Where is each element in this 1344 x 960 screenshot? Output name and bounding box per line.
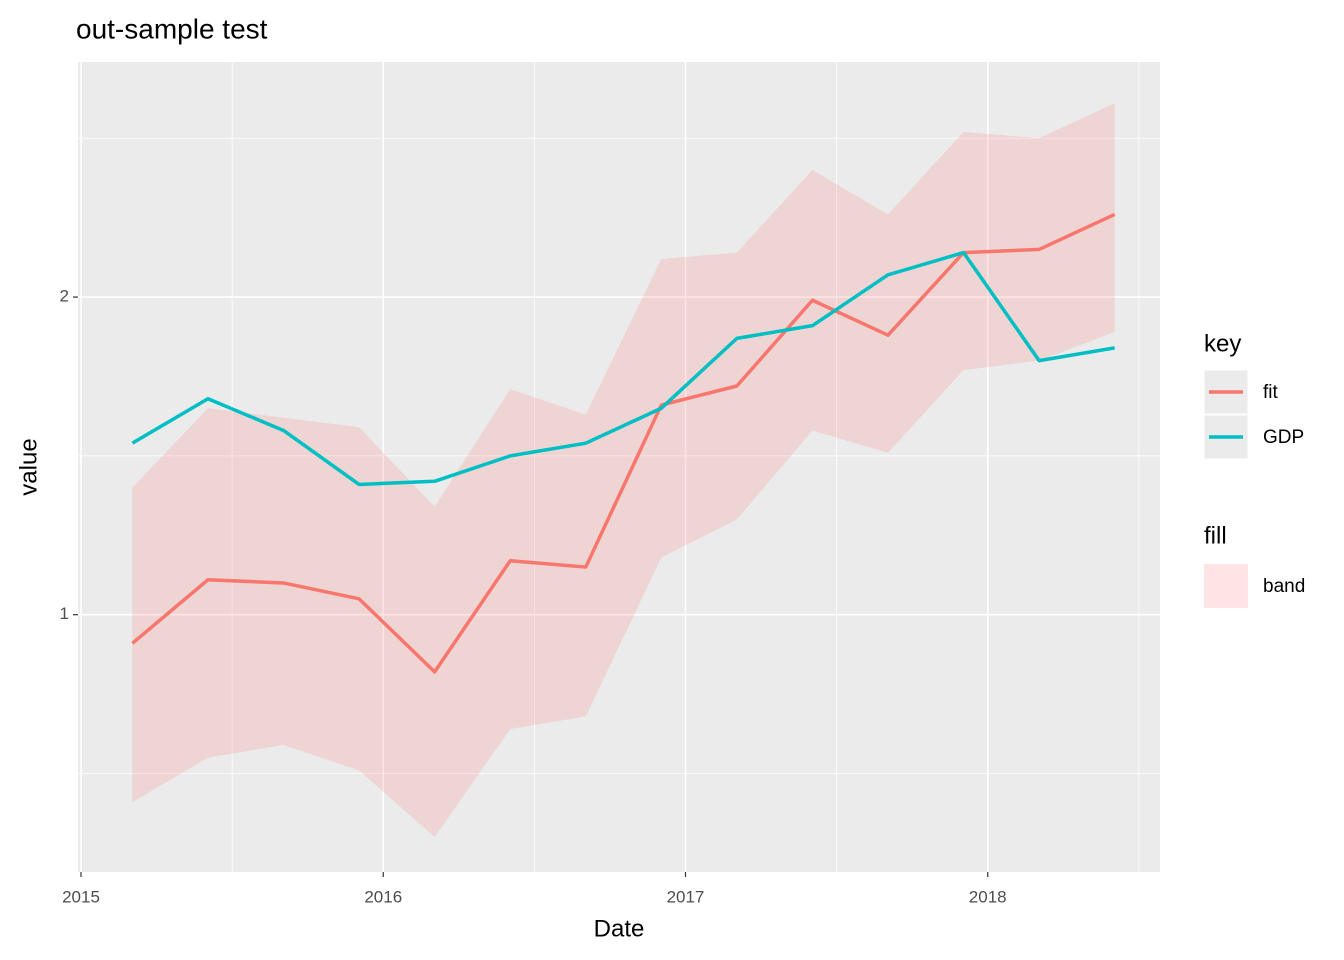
legend-key [1203, 563, 1249, 609]
legend-label: fit [1263, 382, 1279, 403]
y-axis-title: value [15, 438, 42, 495]
y-tick-label: 1 [60, 604, 69, 623]
x-tick-label: 2018 [969, 887, 1007, 906]
x-tick-label: 2016 [364, 887, 402, 906]
series-line [131, 212, 1116, 674]
legend-title: key [1204, 330, 1241, 357]
legend-title: fill [1204, 522, 1227, 549]
y-tick-label: 2 [60, 287, 69, 306]
x-tick-label: 2017 [667, 887, 705, 906]
x-axis-title: Date [594, 915, 645, 942]
legend-label: GDP [1263, 427, 1304, 448]
series-line [131, 250, 1115, 487]
legend-label: band [1263, 576, 1305, 597]
x-tick-label: 2015 [62, 887, 100, 906]
chart-title: out-sample test [76, 13, 268, 44]
panel [78, 62, 1160, 872]
legend-swatch [1204, 564, 1248, 608]
